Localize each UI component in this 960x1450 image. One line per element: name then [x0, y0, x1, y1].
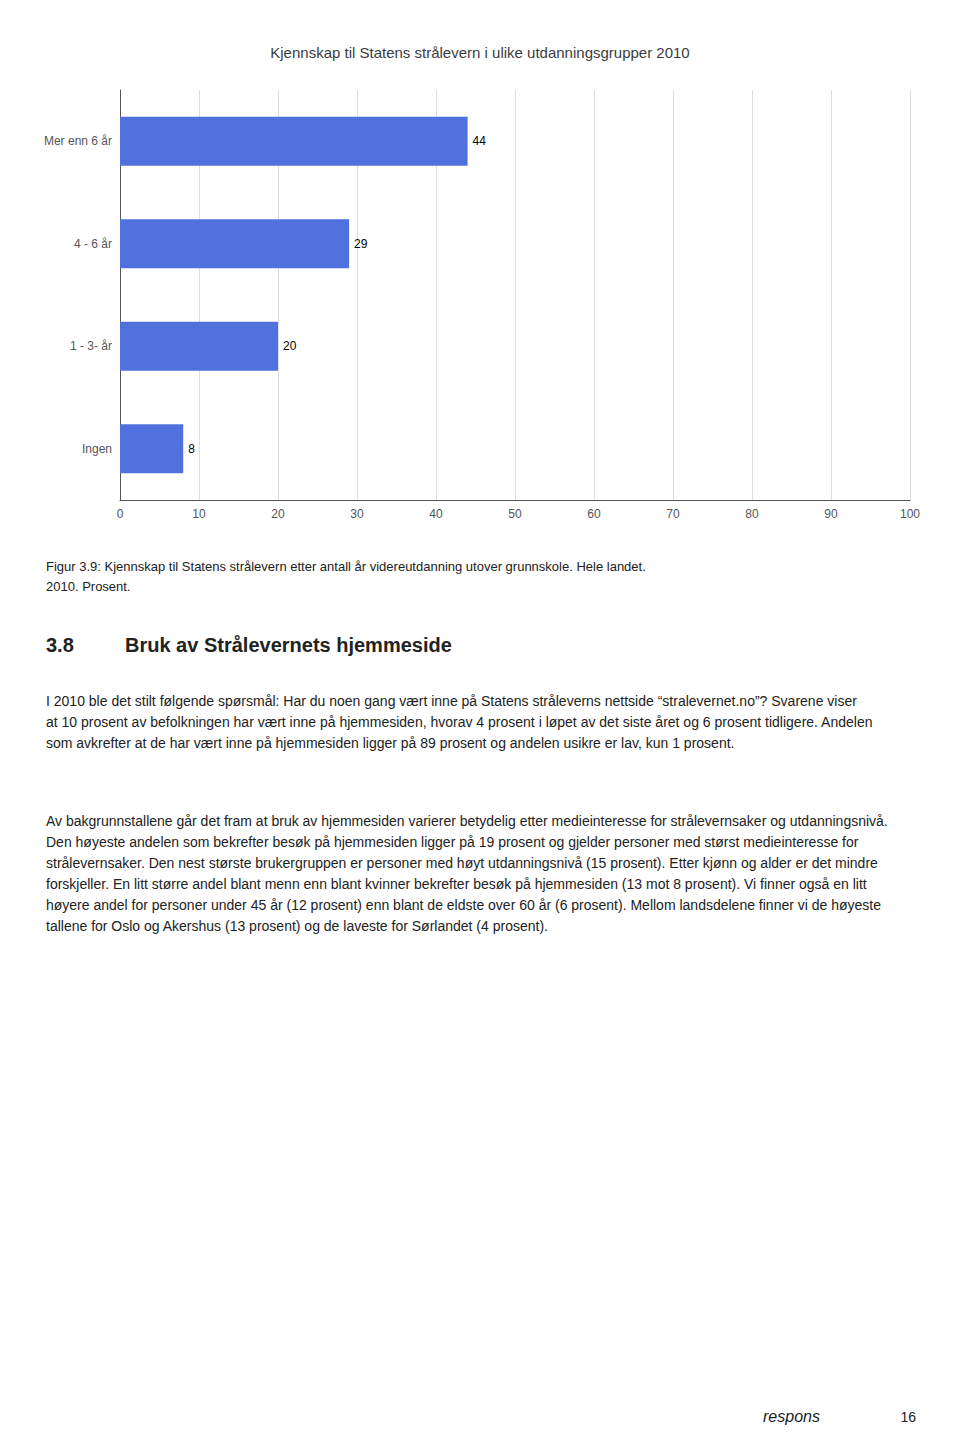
svg-text:8: 8 [188, 442, 195, 456]
svg-text:40: 40 [429, 507, 443, 521]
svg-text:44: 44 [473, 134, 487, 148]
svg-text:60: 60 [587, 507, 601, 521]
svg-text:forskjeller. En litt større an: forskjeller. En litt større andel blant … [46, 876, 871, 892]
svg-text:16: 16 [900, 1409, 916, 1425]
svg-text:20: 20 [283, 339, 297, 353]
svg-text:0: 0 [117, 507, 124, 521]
svg-text:90: 90 [824, 507, 838, 521]
svg-text:tallene for Oslo og Akershus (: tallene for Oslo og Akershus (13 prosent… [46, 918, 548, 934]
svg-text:I 2010 ble det stilt følgende: I 2010 ble det stilt følgende spørsmål: … [46, 693, 861, 709]
svg-text:Mer enn 6 år: Mer enn 6 år [44, 134, 112, 148]
svg-text:at 10 prosent av befolkningen: at 10 prosent av befolkningen har vært i… [46, 714, 876, 730]
svg-text:10: 10 [192, 507, 206, 521]
svg-text:80: 80 [745, 507, 759, 521]
svg-text:3.8: 3.8 [46, 634, 74, 656]
svg-text:respons: respons [763, 1408, 820, 1425]
svg-text:100: 100 [900, 507, 920, 521]
svg-text:Den høyeste andelen som bekref: Den høyeste andelen som bekrefter besøk … [46, 834, 862, 850]
svg-text:50: 50 [508, 507, 522, 521]
svg-text:70: 70 [666, 507, 680, 521]
svg-text:Av bakgrunnstallene går det fr: Av bakgrunnstallene går det fram at bruk… [46, 813, 892, 829]
svg-text:4 - 6 år: 4 - 6 år [74, 237, 112, 251]
svg-text:1 - 3- år: 1 - 3- år [70, 339, 112, 353]
svg-text:2010. Prosent.: 2010. Prosent. [46, 579, 131, 594]
svg-text:Figur 3.9: Kjennskap til State: Figur 3.9: Kjennskap til Statens strålev… [46, 559, 646, 574]
svg-text:høyere andel for personer unde: høyere andel for personer under 45 år (1… [46, 897, 885, 913]
svg-text:29: 29 [354, 237, 368, 251]
svg-text:Ingen: Ingen [82, 442, 112, 456]
svg-text:Bruk av Strålevernets hjemmesi: Bruk av Strålevernets hjemmeside [125, 634, 452, 656]
svg-text:som avkrefter at de har vært i: som avkrefter at de har vært inne på hje… [46, 735, 734, 751]
svg-text:20: 20 [271, 507, 285, 521]
svg-text:strålevernsaker. Den nest stør: strålevernsaker. Den nest største bruker… [46, 855, 882, 871]
svg-text:30: 30 [350, 507, 364, 521]
svg-text:Kjennskap til Statens stråleve: Kjennskap til Statens strålevern i ulike… [270, 44, 689, 61]
